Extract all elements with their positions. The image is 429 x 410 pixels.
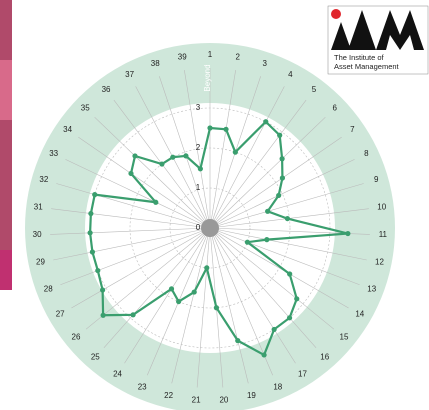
category-label: 18 [273,382,282,391]
data-point [198,166,203,171]
category-label: 19 [247,391,256,400]
data-point [235,338,240,343]
band-label: Beyond [203,64,212,91]
photo-strip [0,250,12,290]
data-point [88,211,93,216]
category-label: 21 [192,396,201,405]
data-point [207,125,212,130]
category-label: 12 [375,258,384,267]
category-label: 17 [298,369,307,378]
data-point [261,352,266,357]
data-point [169,286,174,291]
category-label: 36 [102,85,111,94]
category-label: 5 [312,85,317,94]
category-label: 37 [125,70,134,79]
data-point [287,315,292,320]
category-label: 27 [56,310,65,319]
category-label: 38 [151,59,160,68]
data-point [264,237,269,242]
data-point [294,296,299,301]
data-point [95,268,100,273]
r-tick-label: 2 [196,143,201,152]
logo-dot [331,9,341,19]
data-point [100,287,105,292]
category-label: 16 [320,353,329,362]
r-tick-label: 1 [196,183,201,192]
category-label: 32 [39,175,48,184]
category-label: 3 [263,59,268,68]
r-tick-label: 3 [196,103,201,112]
category-label: 7 [350,125,355,134]
data-point [176,299,181,304]
category-label: 23 [138,382,147,391]
category-label: 28 [44,284,53,293]
category-label: 20 [219,396,228,405]
data-point [90,249,95,254]
data-point [101,313,106,318]
data-point [204,265,209,270]
category-label: 1 [208,50,213,59]
data-point [223,127,228,132]
logo-text: Asset Management [334,62,400,71]
data-point [192,289,197,294]
data-point [280,156,285,161]
r-tick-label: 0 [196,223,201,232]
category-label: 6 [333,103,338,112]
page: The Institute of Asset Management 123456… [0,0,429,410]
category-label: 30 [33,230,42,239]
category-label: 9 [374,175,379,184]
center-hub [201,219,219,237]
photo-strip [0,0,12,290]
data-point [170,155,175,160]
data-point [87,230,92,235]
data-point [132,153,137,158]
category-label: 26 [72,333,81,342]
data-point [233,150,238,155]
data-point [285,216,290,221]
category-label: 15 [340,333,349,342]
data-point [130,312,135,317]
category-label: 10 [377,202,386,211]
data-point [263,119,268,124]
photo-strip [0,60,12,120]
data-point [345,231,350,236]
category-label: 14 [355,310,364,319]
data-point [159,161,164,166]
category-label: 35 [81,103,90,112]
category-label: 31 [34,202,43,211]
data-point [128,171,133,176]
data-point [280,175,285,180]
data-point [92,192,97,197]
category-label: 33 [49,149,58,158]
data-point [214,305,219,310]
data-point [272,327,277,332]
logo: The Institute of Asset Management [328,6,428,74]
category-label: 4 [288,70,293,79]
category-label: 13 [367,284,376,293]
category-label: 22 [164,391,173,400]
data-point [277,133,282,138]
category-label: 11 [379,230,388,239]
data-point [183,153,188,158]
category-label: 34 [63,125,72,134]
category-label: 29 [36,258,45,267]
data-point [153,200,158,205]
category-label: 39 [178,52,187,61]
category-label: 25 [91,353,100,362]
data-point [287,271,292,276]
logo-text: The Institute of [334,53,385,62]
category-label: 24 [113,369,122,378]
category-label: 2 [236,52,241,61]
category-label: 8 [364,149,369,158]
data-point [245,240,250,245]
data-point [265,209,270,214]
data-point [276,193,281,198]
